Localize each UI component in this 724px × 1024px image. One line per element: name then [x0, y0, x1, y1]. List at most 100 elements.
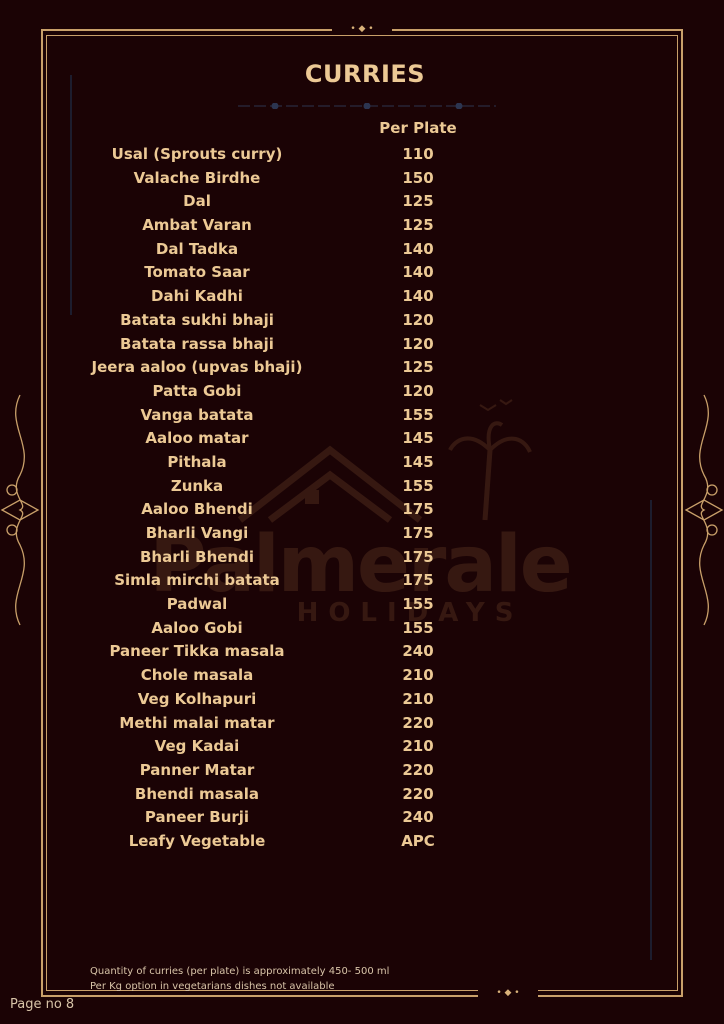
- menu-item: Pithala 145: [0, 451, 724, 475]
- item-price: 155: [402, 595, 434, 614]
- item-price: 210: [402, 689, 434, 708]
- item-name: Aaloo Bhendi: [141, 500, 253, 519]
- item-price: 125: [402, 192, 434, 211]
- menu-item: Methi malai matar 220: [0, 712, 724, 736]
- item-name: Aaloo Gobi: [151, 618, 243, 637]
- item-price: 120: [402, 310, 434, 329]
- page-title: CURRIES: [304, 60, 426, 88]
- item-name: Tomato Saar: [144, 263, 250, 282]
- menu-item: Dahi Kadhi 140: [0, 285, 724, 309]
- item-price: 155: [402, 618, 434, 637]
- item-price: 120: [402, 381, 434, 400]
- item-name: Jeera aaloo (upvas bhaji): [91, 358, 303, 377]
- item-name: Zunka: [170, 476, 224, 495]
- footer-notes: Quantity of curries (per plate) is appro…: [90, 964, 389, 994]
- item-name: Usal (Sprouts curry): [111, 145, 283, 163]
- menu-item: Batata sukhi bhaji 120: [0, 309, 724, 333]
- menu-item: Aaloo Bhendi 175: [0, 498, 724, 522]
- menu-item: Valache Birdhe 150: [0, 167, 724, 191]
- menu-item: Bharli Bhendi 175: [0, 546, 724, 570]
- item-price: 155: [402, 405, 434, 424]
- menu-item: Aaloo Gobi 155: [0, 617, 724, 641]
- menu-item: Ambat Varan 125: [0, 214, 724, 238]
- item-name: Simla mirchi batata: [114, 571, 280, 590]
- item-price: 145: [402, 429, 434, 448]
- menu-item: Bharli Vangi 175: [0, 522, 724, 546]
- item-name: Bharli Vangi: [145, 524, 249, 542]
- item-price: 240: [402, 808, 434, 827]
- item-price: 140: [402, 263, 434, 282]
- item-name: Batata sukhi bhaji: [120, 310, 274, 329]
- menu-item: Aaloo matar 145: [0, 427, 724, 451]
- item-price: 110: [402, 145, 434, 163]
- item-price: 220: [402, 760, 434, 779]
- item-price: 210: [402, 666, 434, 685]
- menu-item: Veg Kadai 210: [0, 735, 724, 759]
- left-scroll-ornament-icon: [0, 394, 40, 626]
- item-name: Chole masala: [140, 666, 254, 685]
- menu-item: Bhendi masala 220: [0, 783, 724, 807]
- item-name: Pithala: [167, 452, 227, 471]
- page-number: Page no 8: [10, 997, 75, 1012]
- inner-border: [46, 35, 678, 991]
- menu-item: Panner Matar 220: [0, 759, 724, 783]
- per-plate-header: Per Plate: [379, 119, 457, 137]
- note-quantity: Quantity of curries (per plate) is appro…: [90, 966, 390, 977]
- item-name: Bhendi masala: [134, 784, 260, 803]
- item-name: Leafy Vegetable: [128, 831, 266, 850]
- bottom-ornament-icon: • ◆ •: [478, 988, 538, 998]
- menu-item: Padwal 155: [0, 593, 724, 617]
- item-name: Paneer Burji: [144, 808, 250, 827]
- item-price: 220: [402, 784, 434, 803]
- menu-item: Dal 125: [0, 190, 724, 214]
- item-name: Bharli Bhendi: [140, 547, 254, 566]
- item-price: 210: [402, 737, 434, 756]
- item-name: Veg Kolhapuri: [137, 689, 257, 708]
- decorative-line: [70, 75, 72, 315]
- item-name: Ambat Varan: [142, 216, 252, 235]
- menu-item: Dal Tadka 140: [0, 238, 724, 262]
- item-name: Veg Kadai: [154, 737, 240, 756]
- menu-item: Vanga batata 155: [0, 404, 724, 428]
- item-name: Patta Gobi: [152, 381, 242, 400]
- item-price: 125: [402, 358, 434, 377]
- title-divider-icon: [238, 103, 496, 109]
- top-ornament-icon: • ◆ •: [332, 24, 392, 34]
- note-per-kg: Per Kg option in vegetarians dishes not …: [90, 981, 335, 992]
- item-name: Dal: [183, 192, 211, 211]
- item-price: 155: [402, 476, 434, 495]
- item-price: APC: [401, 831, 435, 850]
- menu-item: Usal (Sprouts curry) 110: [0, 143, 724, 167]
- menu-item: Jeera aaloo (upvas bhaji) 125: [0, 356, 724, 380]
- menu-item: Paneer Burji 240: [0, 806, 724, 830]
- item-name: Valache Birdhe: [133, 168, 261, 187]
- menu-item: Paneer Tikka masala 240: [0, 640, 724, 664]
- menu-item: Simla mirchi batata 175: [0, 569, 724, 593]
- item-name: Dal Tadka: [155, 239, 239, 258]
- item-price: 120: [402, 334, 434, 353]
- item-name: Vanga batata: [140, 405, 254, 424]
- item-price: 145: [402, 452, 434, 471]
- item-name: Aaloo matar: [145, 429, 249, 448]
- decorative-line: [650, 500, 652, 960]
- menu-item: Zunka 155: [0, 475, 724, 499]
- item-name: Paneer Tikka masala: [109, 642, 285, 661]
- item-price: 140: [402, 287, 434, 306]
- menu-item: Veg Kolhapuri 210: [0, 688, 724, 712]
- item-name: Padwal: [166, 595, 228, 614]
- item-price: 125: [402, 216, 434, 235]
- item-name: Batata rassa bhaji: [120, 334, 274, 353]
- right-scroll-ornament-icon: [684, 394, 724, 626]
- menu-item: Tomato Saar 140: [0, 261, 724, 285]
- item-price: 140: [402, 239, 434, 258]
- item-price: 175: [402, 571, 434, 590]
- item-price: 175: [402, 500, 434, 519]
- menu-item: Batata rassa bhaji 120: [0, 333, 724, 357]
- menu-list: Usal (Sprouts curry) 110 Valache Birdhe 150…: [0, 143, 724, 854]
- item-name: Panner Matar: [139, 760, 255, 779]
- item-price: 175: [402, 524, 434, 542]
- menu-item: Chole masala 210: [0, 664, 724, 688]
- item-name: Dahi Kadhi: [151, 287, 243, 306]
- item-price: 240: [402, 642, 434, 661]
- item-price: 175: [402, 547, 434, 566]
